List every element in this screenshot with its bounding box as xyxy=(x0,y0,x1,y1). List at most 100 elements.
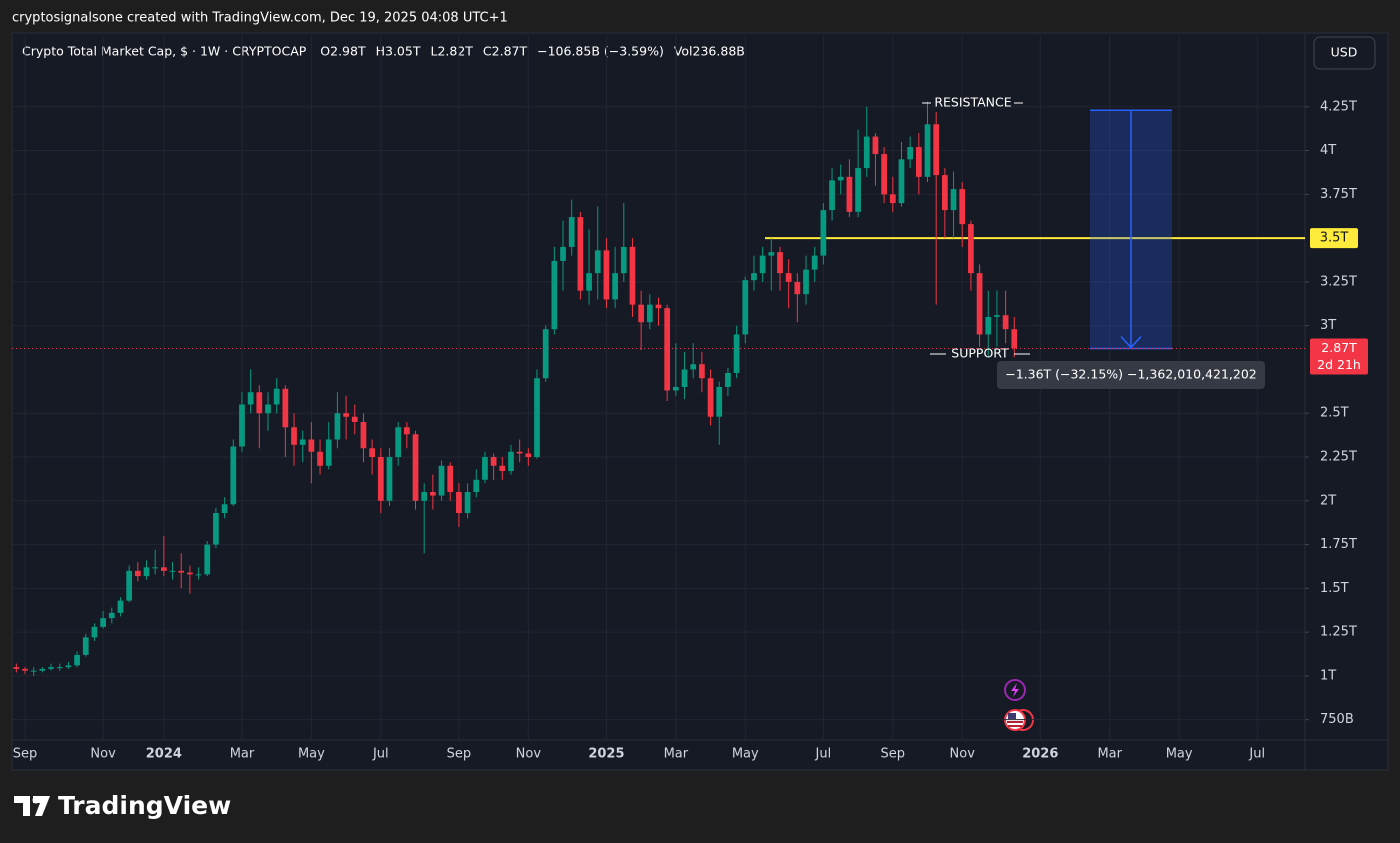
candle-body xyxy=(39,668,46,671)
candle-body xyxy=(430,492,436,496)
x-tick-label: Mar xyxy=(1097,747,1122,762)
candle-body xyxy=(846,176,853,212)
candle-body xyxy=(221,504,228,514)
candle-body xyxy=(638,304,645,323)
candle-body xyxy=(733,334,740,373)
y-tick-label: 1.5T xyxy=(1320,581,1349,596)
flag-canton xyxy=(1008,713,1016,719)
x-tick-label: Nov xyxy=(90,747,116,762)
y-tick-label: 1.75T xyxy=(1320,537,1357,552)
y-tick-label: 3.25T xyxy=(1320,274,1357,289)
legend: Crypto Total Market Cap, $ · 1W · CRYPTO… xyxy=(22,44,745,59)
candle-body xyxy=(195,574,202,576)
candle-body xyxy=(672,386,679,391)
candle-body xyxy=(213,513,219,545)
candle-body xyxy=(794,281,801,295)
candle-body xyxy=(108,612,115,619)
candle-body xyxy=(751,273,757,281)
candle-body xyxy=(334,413,341,440)
x-tick-label: Nov xyxy=(516,747,542,762)
candle-body xyxy=(247,392,254,405)
candle-body xyxy=(456,492,462,514)
x-tick-label: May xyxy=(298,747,325,762)
annotation: SUPPORT xyxy=(951,346,1009,361)
candle-body xyxy=(273,388,280,405)
candle-body xyxy=(204,544,211,575)
candle-body xyxy=(915,147,922,177)
candle-body xyxy=(91,626,98,638)
candle-body xyxy=(785,273,792,282)
x-tick-label: 2024 xyxy=(146,747,182,762)
candle-body xyxy=(568,217,575,247)
candle-body xyxy=(265,404,271,414)
candle-body xyxy=(551,260,558,330)
candle-body xyxy=(100,618,106,627)
y-tick-label: 4.25T xyxy=(1320,99,1357,114)
candle-body xyxy=(534,378,540,458)
candle-body xyxy=(820,210,827,256)
x-tick-label: Sep xyxy=(447,747,472,762)
x-tick-label: Jul xyxy=(1248,747,1265,762)
candle-body xyxy=(56,667,63,669)
candle-body xyxy=(48,667,54,669)
measure-label: −1.36T (−32.15%) −1,362,010,421,202 xyxy=(1005,367,1257,382)
candle-body xyxy=(464,492,471,514)
candle-body xyxy=(803,269,809,295)
header: cryptosignalsone created with TradingVie… xyxy=(12,11,508,26)
candle-body xyxy=(490,457,497,466)
brand-logo xyxy=(14,796,50,816)
candle-body xyxy=(699,364,705,379)
candle-body xyxy=(117,600,124,613)
candle-body xyxy=(473,479,480,493)
y-tick-label: 750B xyxy=(1320,712,1354,727)
candle-body xyxy=(65,665,72,668)
candle-body xyxy=(560,246,566,261)
candle-body xyxy=(351,416,358,422)
candle-body xyxy=(612,273,618,300)
x-tick-label: Jul xyxy=(372,747,389,762)
candle-body xyxy=(620,246,627,274)
price-tag xyxy=(1310,228,1358,249)
candle-body xyxy=(586,273,592,291)
candle-body xyxy=(742,280,749,335)
candle-body xyxy=(187,572,193,575)
candle-body xyxy=(690,364,697,370)
candle-body xyxy=(30,670,37,672)
y-tick-label: 2.5T xyxy=(1320,406,1349,421)
x-tick-label: Mar xyxy=(664,747,689,762)
currency-label[interactable]: USD xyxy=(1331,45,1358,60)
legend-title: Crypto Total Market Cap, $ · 1W · CRYPTO… xyxy=(22,44,307,59)
brand-name: TradingView xyxy=(58,791,231,820)
candle-body xyxy=(968,224,974,274)
candle-body xyxy=(646,304,653,323)
last-price-tag xyxy=(1310,338,1368,375)
currency-button[interactable] xyxy=(1313,36,1376,70)
candle-body xyxy=(299,439,306,445)
candle-body xyxy=(681,369,688,387)
last-price-label: 2.87T xyxy=(1321,340,1357,355)
x-tick-label: May xyxy=(1166,747,1193,762)
candle-body xyxy=(542,329,549,379)
candle-body xyxy=(759,255,766,274)
candle-body xyxy=(872,136,879,155)
x-tick-label: Mar xyxy=(230,747,255,762)
brand-logo-dot xyxy=(32,796,40,804)
chart-panel xyxy=(11,32,1389,771)
event-icon-bolt xyxy=(1011,683,1019,697)
legend-item: H3.05T xyxy=(376,44,421,59)
candle-body xyxy=(239,404,245,447)
candle-body xyxy=(655,304,662,309)
candle-body xyxy=(169,570,176,572)
x-tick-label: Sep xyxy=(881,747,906,762)
candle-body xyxy=(898,159,905,204)
candle-body xyxy=(134,570,141,577)
candle-body xyxy=(22,668,28,671)
candle-body xyxy=(230,446,237,505)
candle-body xyxy=(82,637,89,655)
legend-item: −106.85B (−3.59%) xyxy=(537,44,664,59)
candle-body xyxy=(725,372,731,387)
candle-body xyxy=(74,654,80,666)
legend-item: L2.82T xyxy=(430,44,473,59)
y-tick-label: 4T xyxy=(1320,143,1336,158)
legend-item: C2.87T xyxy=(483,44,528,59)
